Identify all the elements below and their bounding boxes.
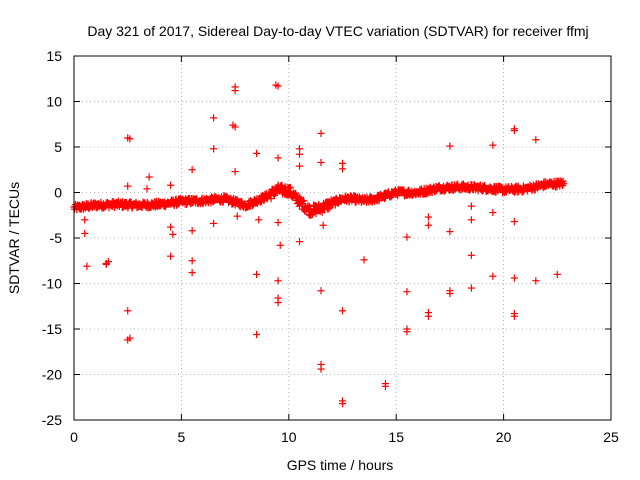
data-series-sdtvar: [70, 81, 568, 408]
data-point-outlier: [467, 251, 475, 259]
data-point-outlier: [510, 218, 518, 226]
data-point-outlier: [338, 307, 347, 315]
data-point-outlier: [126, 135, 134, 143]
data-point: [559, 180, 568, 188]
data-point-outlier: [532, 136, 540, 144]
data-point-outlier: [295, 150, 304, 158]
data-point-outlier: [252, 330, 261, 339]
data-point-outlier: [210, 145, 218, 153]
grid-lines: [74, 56, 611, 420]
data-point-outlier: [446, 289, 454, 298]
y-tick-label: -15: [42, 321, 62, 337]
data-point-outlier: [424, 221, 433, 229]
data-point-outlier: [317, 158, 325, 167]
data-point-outlier: [403, 233, 411, 241]
data-point-outlier: [229, 121, 237, 129]
data-point-outlier: [210, 219, 218, 228]
y-tick-label: -25: [42, 412, 62, 428]
data-point-outlier: [124, 336, 132, 344]
y-axis-label: SDTVAR / TECUs: [6, 182, 22, 294]
data-point-outlier: [102, 260, 110, 268]
data-point-outlier: [276, 241, 284, 249]
data-point: [305, 202, 313, 211]
data-point-outlier: [338, 400, 347, 408]
data-point-outlier: [188, 227, 196, 235]
data-point-outlier: [167, 181, 175, 189]
data-point-outlier: [124, 182, 132, 190]
data-point-outlier: [553, 270, 561, 278]
x-tick-label: 15: [388, 429, 404, 445]
x-tick-label: 5: [178, 429, 186, 445]
data-point-outlier: [252, 270, 261, 278]
y-tick-label: 0: [54, 185, 62, 201]
y-tick-label: -10: [42, 276, 62, 292]
data-point-outlier: [231, 167, 239, 176]
data-point-outlier: [489, 208, 497, 217]
y-tick-label: -5: [50, 230, 63, 246]
data-point-outlier: [295, 238, 304, 246]
data-point-outlier: [145, 173, 153, 181]
data-point-outlier: [231, 86, 239, 95]
data-point-outlier: [317, 365, 325, 373]
data-point-outlier: [188, 257, 196, 265]
data-point-outlier: [424, 312, 433, 320]
data-point-outlier: [467, 284, 475, 292]
data-point-outlier: [403, 328, 411, 336]
x-tick-label: 10: [281, 429, 297, 445]
data-point-outlier: [81, 229, 89, 238]
data-point-outlier: [188, 166, 196, 174]
y-tick-label: -20: [42, 367, 62, 383]
data-point-outlier: [143, 185, 151, 193]
data-point-outlier: [489, 272, 497, 280]
data-point-outlier: [489, 141, 497, 149]
data-point-outlier: [467, 216, 475, 224]
x-tick-label: 20: [496, 429, 512, 445]
data-point-outlier: [124, 307, 132, 315]
data-point-outlier: [81, 216, 89, 224]
data-point-outlier: [272, 81, 280, 89]
y-tick-label: 10: [46, 94, 62, 110]
data-point-outlier: [317, 129, 325, 137]
data-point-outlier: [446, 228, 454, 236]
data-point-outlier: [83, 262, 91, 270]
data-point-outlier: [295, 162, 304, 170]
data-point-outlier: [210, 114, 218, 122]
data-point-outlier: [338, 165, 347, 173]
x-axis-label: GPS time / hours: [287, 457, 394, 473]
data-point-outlier: [274, 218, 282, 227]
data-point-outlier: [446, 142, 454, 150]
data-point-outlier: [467, 202, 475, 210]
data-point-outlier: [532, 277, 540, 285]
x-tick-label: 0: [70, 429, 78, 445]
data-point-outlier: [510, 127, 518, 135]
x-tick-label: 25: [603, 429, 619, 445]
data-point-outlier: [381, 382, 390, 390]
data-point-outlier: [403, 288, 411, 296]
data-point: [300, 197, 308, 205]
data-point-outlier: [169, 230, 177, 238]
y-tick-label: 15: [46, 48, 62, 64]
data-point-outlier: [274, 277, 282, 285]
data-point-outlier: [424, 213, 433, 221]
data-point-outlier: [274, 154, 282, 162]
data-point-outlier: [188, 268, 196, 277]
data-point-outlier: [317, 287, 325, 295]
data-point-outlier: [252, 149, 261, 157]
y-tick-label: 5: [54, 139, 62, 155]
data-point-outlier: [167, 252, 175, 260]
data-point-outlier: [360, 256, 368, 264]
data-point-outlier: [319, 221, 327, 229]
data-point-outlier: [510, 274, 518, 282]
chart-title: Day 321 of 2017, Sidereal Day-to-day VTE…: [87, 23, 588, 39]
data-point-outlier: [274, 299, 282, 307]
data-point-outlier: [255, 216, 263, 224]
data-point-outlier: [167, 223, 175, 231]
data-point-outlier: [510, 312, 518, 320]
data-point-outlier: [233, 212, 241, 220]
axis-ticks: 0 5 10 15 20 25 15 10 5 0 -5 -10 -15 -20 -25: [42, 48, 619, 445]
data-point: [286, 184, 295, 192]
